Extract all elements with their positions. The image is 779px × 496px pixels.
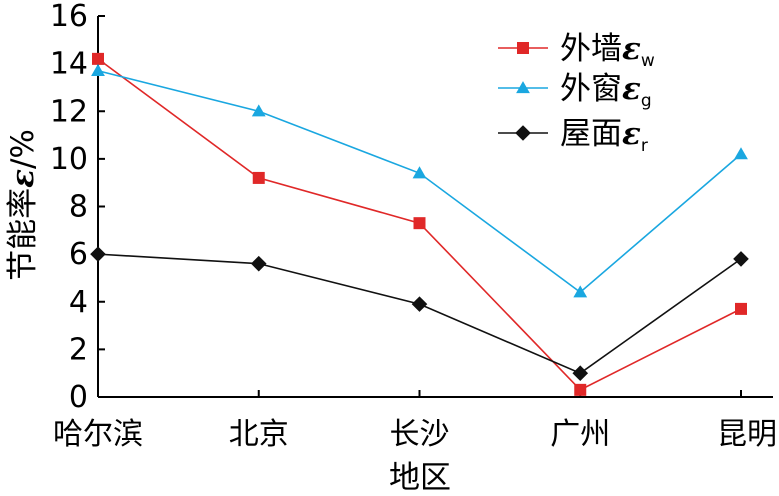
legend-label-name: 屋面	[560, 116, 622, 152]
x-tick-label: 广州	[550, 417, 610, 452]
y-tick-label: 0	[69, 380, 88, 415]
y-tick-label: 4	[69, 285, 88, 320]
legend-label-subscript: w	[641, 51, 655, 71]
x-axis-ticks: 哈尔滨 北京 长沙 广州 昆明	[53, 390, 777, 452]
legend-label: 外窗εg	[560, 71, 652, 111]
series-line-roof	[97, 253, 742, 375]
legend-label-symbol: ε	[622, 71, 641, 107]
y-tick-label: 6	[69, 237, 88, 272]
y-tick-label: 2	[69, 332, 88, 367]
y-axis-title-unit: /%	[5, 129, 41, 169]
legend-item-window: 外窗εg	[498, 71, 652, 111]
marker-square	[92, 52, 104, 65]
marker-triangle	[91, 63, 105, 76]
legend-item-wall: 外墙εw	[498, 31, 655, 71]
marker-diamond	[90, 246, 106, 262]
y-axis-ticks: 0 2 4 6 8 10 12 14 16	[50, 0, 105, 415]
marker-diamond	[250, 255, 267, 272]
y-tick-label: 16	[50, 0, 88, 34]
x-tick-label: 哈尔滨	[53, 417, 143, 452]
axes	[97, 16, 773, 398]
marker-triangle	[573, 285, 588, 298]
legend-label-symbol: ε	[622, 116, 641, 152]
x-axis-title: 地区	[389, 460, 451, 496]
legend-label: 外墙εw	[560, 31, 655, 71]
legend-label-name: 外墙	[560, 31, 622, 67]
x-tick-label: 昆明	[717, 417, 777, 452]
marker-triangle	[734, 147, 748, 160]
y-tick-label: 8	[69, 190, 88, 225]
legend-label-subscript: g	[641, 91, 652, 111]
marker-square	[252, 171, 265, 184]
y-tick-label: 10	[50, 142, 88, 177]
marker-diamond	[411, 296, 428, 312]
x-tick-label: 长沙	[390, 417, 450, 452]
series-markers	[90, 52, 749, 396]
marker-square	[735, 302, 747, 315]
marker-diamond	[515, 125, 531, 141]
y-axis-title-text: 节能率	[5, 188, 41, 281]
y-axis-title: 节能率ε/%	[5, 129, 41, 281]
marker-diamond	[572, 365, 589, 381]
marker-diamond	[733, 251, 749, 267]
legend-label-symbol: ε	[622, 31, 641, 67]
marker-triangle	[251, 104, 266, 117]
legend-label-name: 外窗	[560, 71, 622, 107]
marker-square	[574, 383, 587, 396]
marker-square	[517, 42, 529, 54]
marker-triangle	[412, 166, 427, 179]
y-tick-label: 14	[50, 47, 88, 82]
legend-label: 屋面εr	[560, 116, 648, 156]
legend-item-roof: 屋面εr	[498, 116, 648, 156]
marker-square	[413, 217, 426, 230]
y-tick-label: 12	[50, 94, 88, 129]
marker-triangle	[516, 81, 530, 94]
x-tick-label: 北京	[229, 417, 289, 452]
y-axis-title-symbol: ε	[5, 169, 41, 188]
legend-label-subscript: r	[641, 136, 648, 156]
